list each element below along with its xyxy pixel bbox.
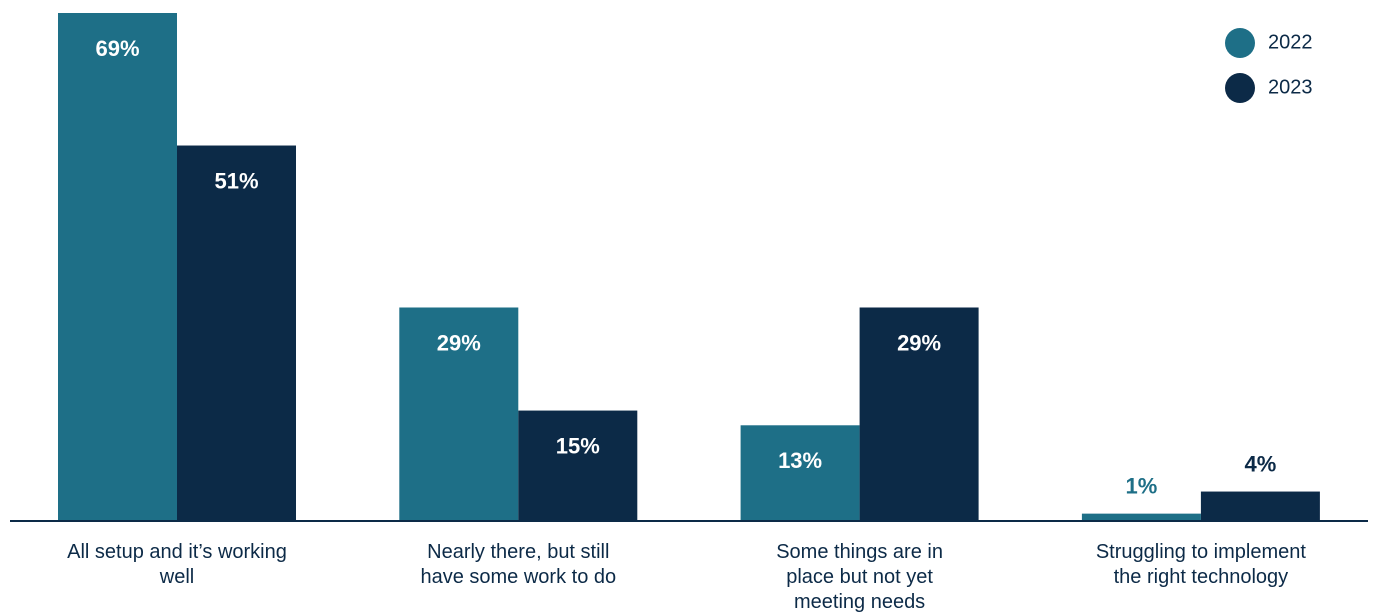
bar <box>1200 491 1320 521</box>
legend-swatch <box>1225 28 1255 58</box>
value-label: 15% <box>556 433 600 458</box>
category-label: All setup and it’s working well <box>67 541 287 588</box>
value-label: 51% <box>214 168 258 193</box>
bar <box>859 307 979 521</box>
legend-label: 2022 <box>1268 31 1313 53</box>
bar <box>518 410 638 521</box>
bar <box>740 425 860 521</box>
value-label: 69% <box>95 36 139 61</box>
bar <box>177 145 296 522</box>
bar <box>399 307 519 521</box>
category-label: Nearly there, but still have some work t… <box>420 541 617 588</box>
bar <box>58 13 177 521</box>
value-label: 1% <box>1126 473 1158 498</box>
bar <box>1081 513 1201 521</box>
category-label: Some things are in place but not yet mee… <box>776 541 943 613</box>
value-label: 13% <box>778 448 822 473</box>
value-label: 29% <box>897 330 941 355</box>
legend-swatch <box>1225 73 1255 103</box>
category-label: Struggling to implement the right techno… <box>1095 541 1306 588</box>
legend-label: 2023 <box>1268 76 1313 98</box>
value-label: 4% <box>1245 451 1277 476</box>
value-label: 29% <box>437 330 481 355</box>
